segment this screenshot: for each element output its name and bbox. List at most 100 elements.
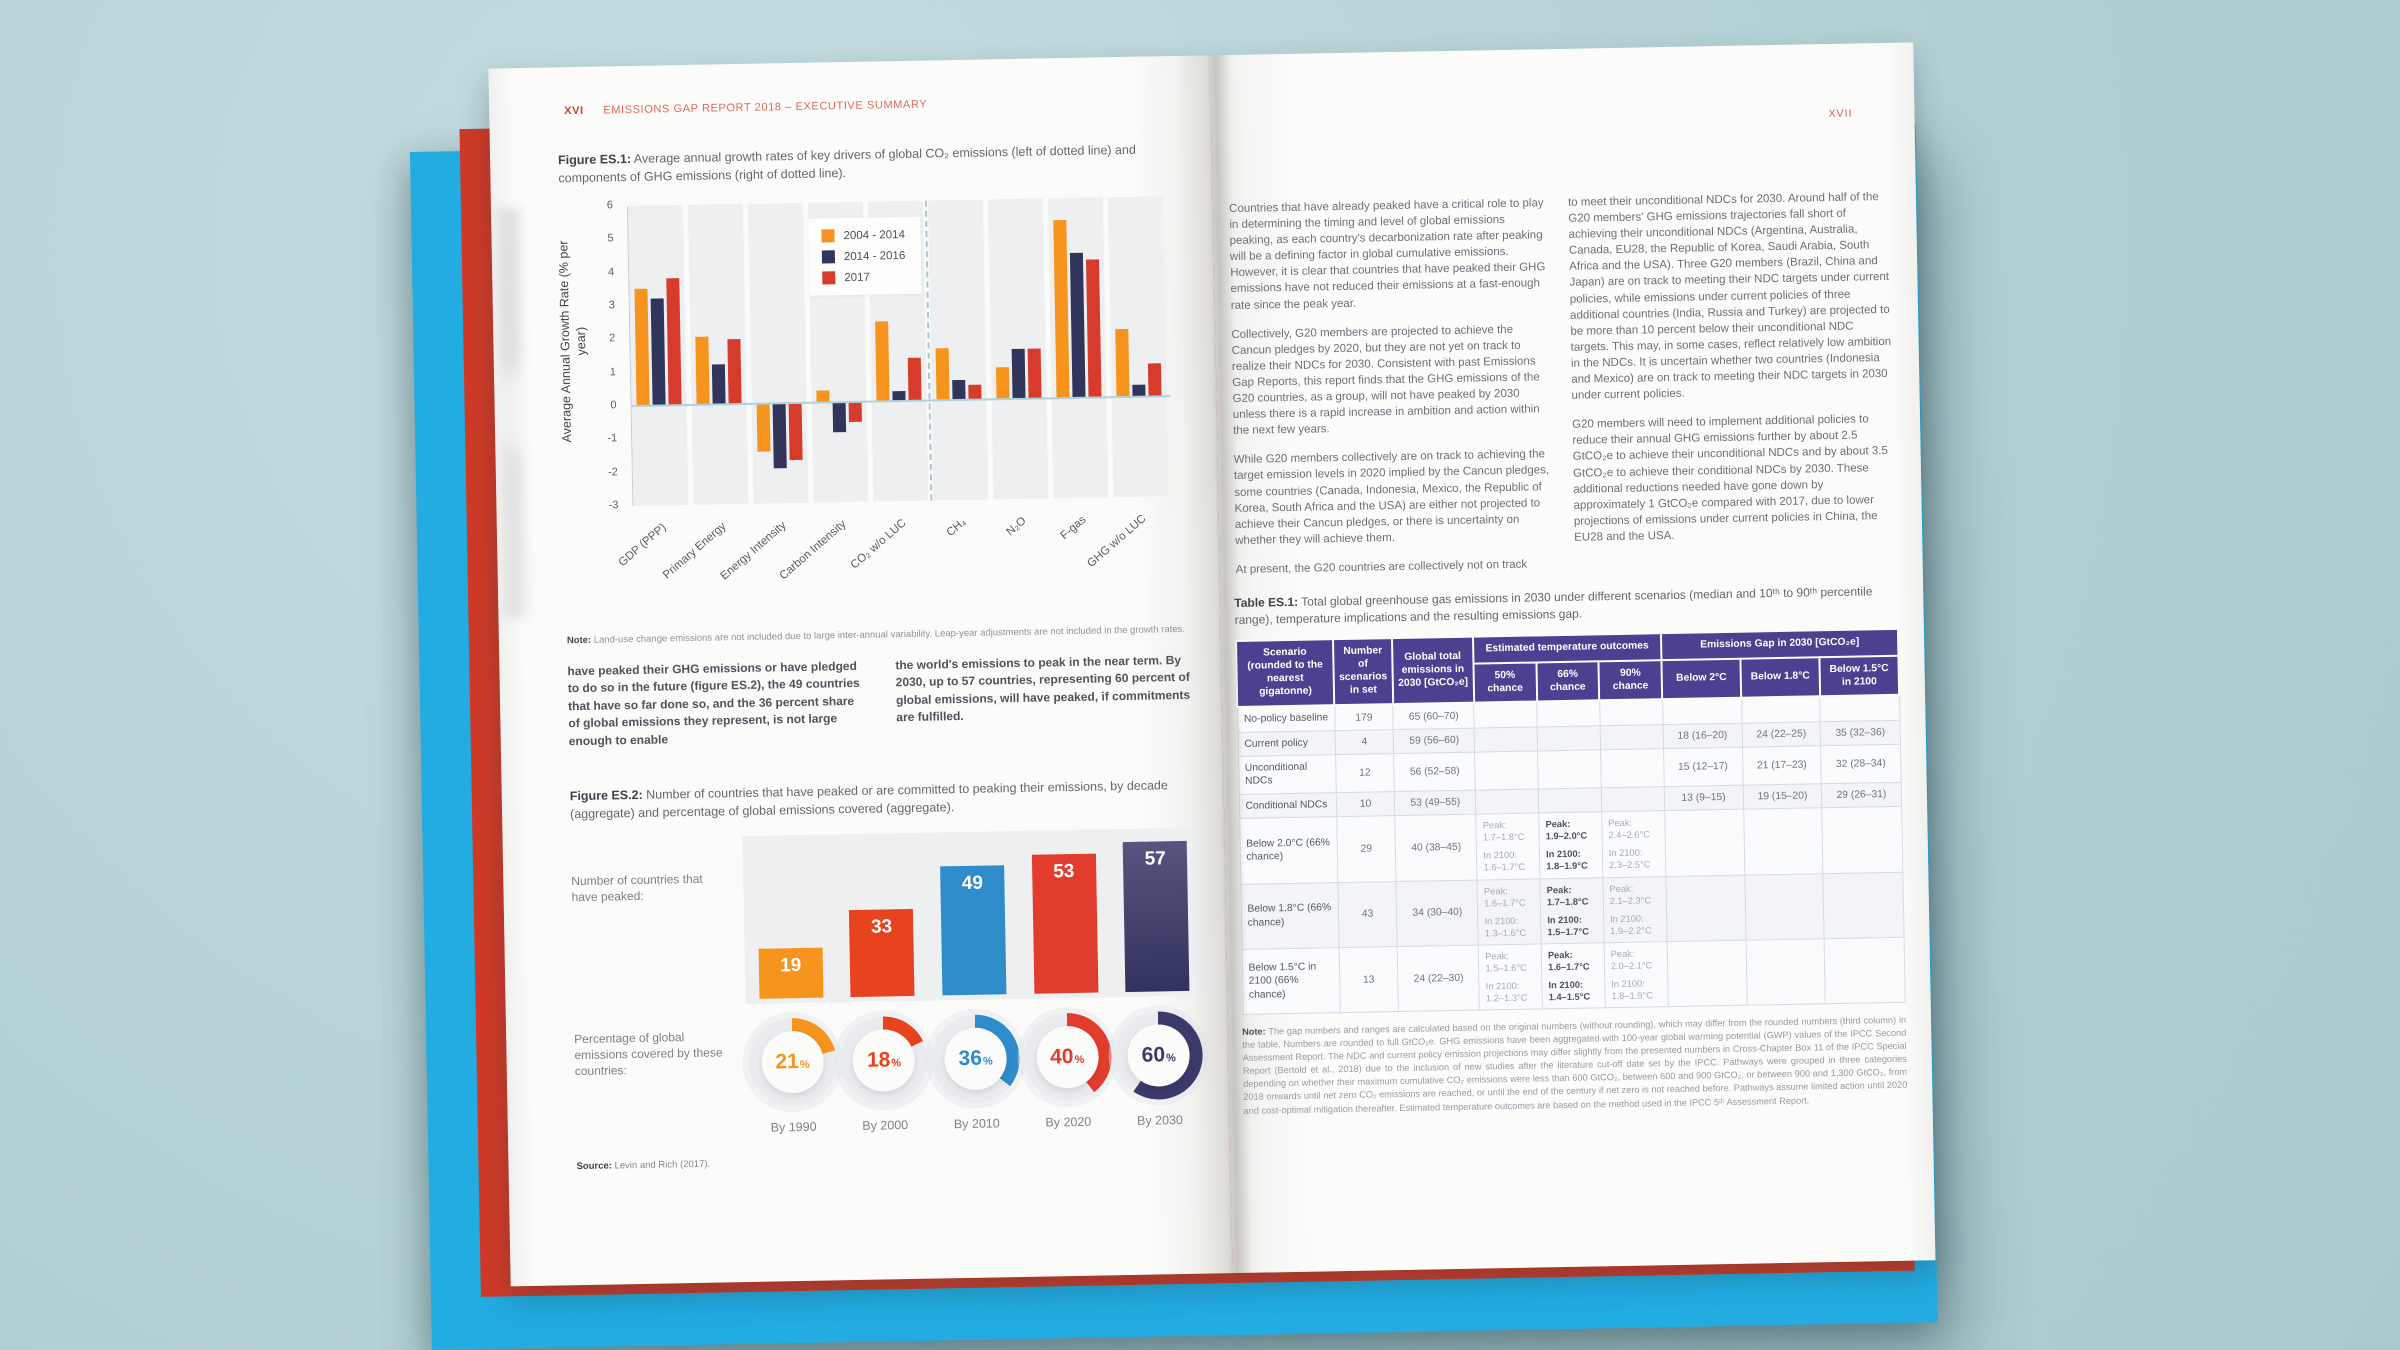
decade-label: By 2030: [1136, 1113, 1184, 1128]
bar-slot: 57: [1109, 828, 1204, 993]
scenario-cell: Unconditional NDCs: [1238, 754, 1336, 795]
y-tick-label: 6: [606, 199, 614, 212]
bar-slot: 53: [1017, 829, 1112, 994]
y-tick-label: 3: [608, 299, 615, 312]
donut-center-label: 60%: [1114, 1011, 1204, 1101]
peak-range: 1.6–1.7°C: [1548, 961, 1590, 973]
bar-slot: 19: [743, 834, 838, 999]
in2100-label: In 2100:: [1609, 913, 1644, 924]
table-es1-block: Table ES.1: Total global greenhouse gas …: [1234, 583, 1907, 1118]
bar-value-label: 53: [1053, 860, 1075, 882]
paragraph: At present, the G20 countries are collec…: [1235, 558, 1528, 576]
peak-range: 2.1–2.3°C: [1609, 895, 1652, 906]
peak-range: 1.7–1.8°C: [1546, 896, 1589, 907]
in2100-label: In 2100:: [1547, 914, 1582, 926]
page-number-left: XVI: [564, 104, 584, 118]
x-axis-label: GHG w/o LUC: [1084, 512, 1149, 571]
scenario-cell: Below 1.8°C (66% chance): [1240, 882, 1339, 950]
y-tick-label: 1: [609, 365, 617, 379]
temperature-outcome-cell: Peak: 2.0–2.1°C In 2100: 1.8–1.9°C: [1603, 941, 1668, 1008]
decade-label: By 2000: [862, 1118, 909, 1133]
in2100-range: 1.6–1.7°C: [1483, 862, 1526, 873]
column-header: Number of scenarios in set: [1333, 637, 1394, 706]
temperature-outcome-cell: [1537, 725, 1601, 752]
emissions-gap-cell: 18 (16–20): [1662, 722, 1743, 749]
percent-sign: %: [982, 1055, 993, 1068]
x-axis-label: Carbon Intensity: [777, 518, 849, 583]
table-row: Below 1.5°C in 2100 (66% chance) 13 24 (22…: [1241, 937, 1905, 1015]
emissions-gap-cell: [1820, 695, 1900, 722]
emissions-donut: 21%: [747, 1017, 838, 1107]
table-body: No-policy baseline 179 65 (60–70) Current p…: [1237, 695, 1905, 1015]
table-es1-note: Note: The gap numbers and ranges are cal…: [1242, 1014, 1908, 1116]
body-text-column-1: Countries that have already peaked have …: [1229, 195, 1554, 591]
figure-es1-caption: Figure ES.1: Average annual growth rates…: [557, 142, 1136, 186]
chart-legend: 2004 - 2014 2014 - 2016 2017: [808, 216, 922, 296]
fig2-column: 53 40% By 2020: [1017, 829, 1114, 1130]
in2100-range: 1.3–1.6°C: [1484, 927, 1527, 939]
bar-2004-2014: [1115, 328, 1130, 398]
body-text-column-1: have peaked their GHG emissions or have …: [567, 658, 860, 748]
category-band: [927, 199, 989, 501]
in2100-range: 1.8–1.9°C: [1611, 990, 1653, 1002]
table-head: Scenario (rounded to the nearest gigaton…: [1236, 628, 1900, 708]
peak-label: Peak:: [1485, 950, 1510, 962]
emissions-gap-cell: [1745, 938, 1826, 1006]
countries-bar: 19: [758, 947, 824, 999]
scenario-cell: Below 2.0°C (66% chance): [1239, 816, 1338, 884]
x-axis-label: GDP (PPP): [616, 521, 669, 570]
emissions-gap-cell: [1665, 874, 1746, 942]
emissions-gap-cell: [1662, 698, 1742, 725]
open-page-spread: XVI EMISSIONS GAP REPORT 2018 – EXECUTIV…: [488, 42, 1936, 1287]
peak-label: Peak:: [1483, 885, 1508, 897]
in2100-label: In 2100:: [1545, 849, 1581, 860]
donut-slot: 36%: [930, 1010, 1021, 1108]
bar-2017: [1147, 362, 1162, 397]
category-band: [627, 205, 689, 506]
temperature-outcome-cell: Peak: 1.9–2.0°C In 2100: 1.8–1.9°C: [1538, 812, 1603, 879]
figure-es2-chart: Number of countries that have peaked: Pe…: [571, 827, 1207, 1149]
bar-2014-2016: [952, 379, 966, 401]
sub-column-header: Below 2°C: [1661, 658, 1742, 700]
emissions-gap-cell: 13 (9–15): [1663, 785, 1744, 811]
total-emissions-cell: 34 (30–40): [1396, 879, 1479, 947]
total-emissions-cell: 65 (60–70): [1393, 702, 1475, 730]
in2100-range: 1.2–1.3°C: [1485, 992, 1528, 1004]
emissions-donut: 36%: [930, 1014, 1021, 1104]
paragraph: Countries that have already peaked have …: [1228, 197, 1546, 312]
legend-item: 2014 - 2016: [821, 249, 906, 264]
in2100-range: 1.5–1.7°C: [1547, 926, 1590, 938]
sub-column-header: 66% chance: [1536, 660, 1600, 702]
emissions-gap-cell: 21 (17–23): [1742, 745, 1822, 786]
bar-2014-2016: [1011, 348, 1026, 400]
temperature-outcome-cell: Peak: 1.6–1.7°C In 2100: 1.3–1.6°C: [1477, 878, 1542, 945]
in2100-label: In 2100:: [1485, 980, 1520, 992]
sub-column-header: Below 1.8°C: [1740, 656, 1821, 699]
decade-label: By 1990: [770, 1119, 817, 1135]
scenario-cell: No-policy baseline: [1237, 705, 1335, 733]
bar-2004-2014: [875, 321, 890, 402]
total-emissions-cell: 53 (49–55): [1394, 789, 1477, 816]
temperature-outcome-cell: Peak: 1.6–1.7°C In 2100: 1.4–1.5°C: [1541, 942, 1606, 1010]
percent-sign: %: [891, 1057, 902, 1070]
bar-row-label: Number of countries that have peaked:: [571, 871, 703, 905]
emissions-gap-cell: 29 (26–31): [1821, 782, 1902, 808]
temperature-outcome-cell: [1599, 699, 1663, 726]
temperature-outcome-cell: [1474, 701, 1538, 728]
temperature-outcome-cell: [1599, 724, 1664, 750]
donut-center-label: 18%: [839, 1016, 929, 1106]
temperature-outcome-cell: [1538, 787, 1602, 814]
countries-bar: 49: [940, 865, 1007, 996]
temperature-outcome-cell: Peak: 2.4–2.6°C In 2100: 2.3–2.5°C: [1601, 810, 1666, 878]
fig2-column: 57 60% By 2030: [1109, 828, 1206, 1129]
donut-slot: 40%: [1022, 1008, 1112, 1106]
bar-2017: [1027, 348, 1042, 399]
figure-es2-source: Source: Levin and Rich (2017).: [576, 1158, 711, 1173]
peak-label: Peak:: [1608, 817, 1633, 829]
total-emissions-cell: 59 (56–60): [1393, 727, 1475, 754]
left-page: XVI EMISSIONS GAP REPORT 2018 – EXECUTIV…: [488, 55, 1233, 1287]
in2100-label: In 2100:: [1611, 978, 1645, 990]
temperature-outcome-cell: Peak: 1.5–1.6°C In 2100: 1.2–1.3°C: [1478, 943, 1543, 1011]
x-axis-label: F-gas: [1057, 513, 1089, 543]
sub-column-header: 90% chance: [1598, 659, 1663, 701]
